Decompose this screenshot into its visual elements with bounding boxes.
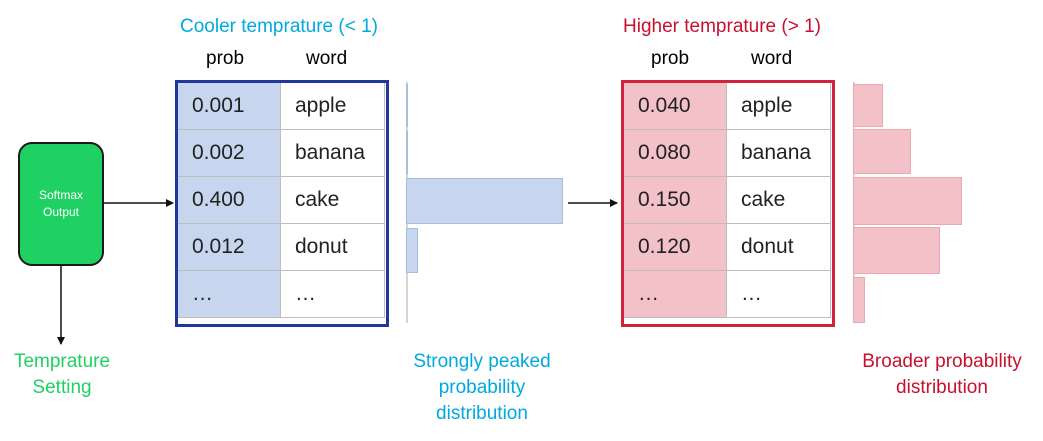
prob-cell: 0.040 [623,82,727,130]
cool-word-header: word [306,48,348,69]
softmax-label-line-1: Softmax [38,188,83,202]
word-cell: apple [280,82,385,130]
table-row: … … [623,270,831,318]
table-row: 0.012 donut [177,223,385,271]
cool-bar-cake [406,178,563,224]
hot-probability-table: 0.040 apple 0.080 banana 0.150 cake 0.12… [623,82,831,318]
table-row: 0.080 banana [623,129,831,177]
word-cell: cake [726,176,831,224]
table-row: … … [177,270,385,318]
cool-bar-banana [406,131,408,174]
prob-cell: 0.150 [623,176,727,224]
word-cell: apple [726,82,831,130]
temperature-setting-line-2: Setting [32,377,92,398]
cool-prob-header: prob [206,48,245,69]
cool-caption-line-3: distribution [436,403,528,424]
word-cell: … [280,270,385,318]
hot-title: Higher temprature (> 1) [623,16,821,37]
prob-cell: 0.001 [177,82,281,130]
cool-caption-line-2: probability [438,377,526,398]
prob-cell: 0.120 [623,223,727,271]
cool-caption: Strongly peaked probability distribution [392,349,572,427]
table-row: 0.150 cake [623,176,831,224]
hot-caption: Broader probability distribution [842,349,1042,401]
prob-cell: … [623,270,727,318]
hot-bar-more [853,277,865,323]
word-cell: cake [280,176,385,224]
cool-bar-apple [406,84,408,127]
cool-title: Cooler temprature (< 1) [180,16,378,37]
hot-bar-banana [853,129,911,174]
cool-caption-line-1: Strongly peaked [413,351,551,372]
table-row: 0.040 apple [623,82,831,130]
temperature-setting-line-1: Temprature [13,351,111,372]
hot-bar-apple [853,84,883,127]
prob-cell: … [177,270,281,318]
hot-word-header: word [751,48,793,69]
softmax-label-line-2: Output [42,205,80,219]
hot-caption-line-1: Broader probability [862,351,1022,372]
prob-cell: 0.080 [623,129,727,177]
temperature-setting-label: Temprature Setting [0,349,124,401]
softmax-output-box: Softmax Output [18,142,104,266]
table-row: 0.001 apple [177,82,385,130]
table-row: 0.002 banana [177,129,385,177]
cool-bar-donut [406,228,418,273]
word-cell: donut [726,223,831,271]
prob-cell: 0.002 [177,129,281,177]
hot-bar-cake [853,177,962,225]
hot-bar-donut [853,227,940,274]
word-cell: banana [726,129,831,177]
word-cell: banana [280,129,385,177]
word-cell: donut [280,223,385,271]
prob-cell: 0.012 [177,223,281,271]
word-cell: … [726,270,831,318]
cool-probability-table: 0.001 apple 0.002 banana 0.400 cake 0.01… [177,82,385,318]
table-row: 0.120 donut [623,223,831,271]
hot-caption-line-2: distribution [896,377,988,398]
hot-prob-header: prob [651,48,690,69]
